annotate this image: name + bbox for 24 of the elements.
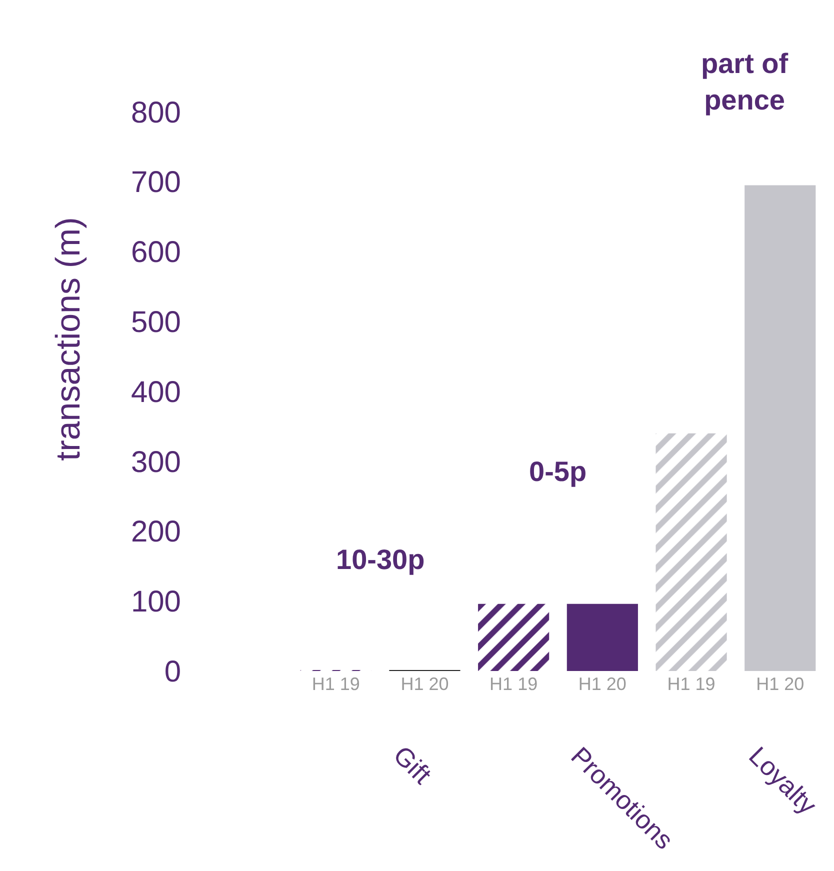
y-axis-title: transactions (m): [50, 217, 88, 461]
y-tick-label: 400: [130, 376, 181, 409]
y-tick-label: 200: [130, 516, 181, 549]
y-tick-label: 0: [164, 656, 181, 688]
x-tick-label: H1 20: [400, 674, 449, 694]
y-tick-label: 800: [130, 96, 181, 130]
y-tick-label: 300: [130, 446, 181, 479]
y-tick-label: 700: [130, 166, 181, 200]
y-tick-label: 600: [130, 236, 181, 270]
x-tick-label: H1 20: [756, 674, 804, 694]
y-tick-label: 500: [130, 306, 181, 340]
y-tick-label: 100: [130, 586, 181, 619]
x-tick-label: H1 19: [667, 674, 716, 694]
x-tick-label: H1 19: [312, 674, 360, 694]
bar: [566, 604, 638, 671]
x-tick-label: H1 20: [578, 674, 626, 694]
annotation: part of pence: [701, 48, 789, 116]
x-tick-label: H1 19: [490, 674, 538, 694]
bar: [656, 433, 727, 671]
text: Gift: [388, 740, 438, 790]
bar: [744, 185, 816, 671]
annotation: 0-5p: [529, 456, 587, 487]
bar: [478, 604, 550, 671]
annotation: 10-30p: [336, 544, 425, 575]
